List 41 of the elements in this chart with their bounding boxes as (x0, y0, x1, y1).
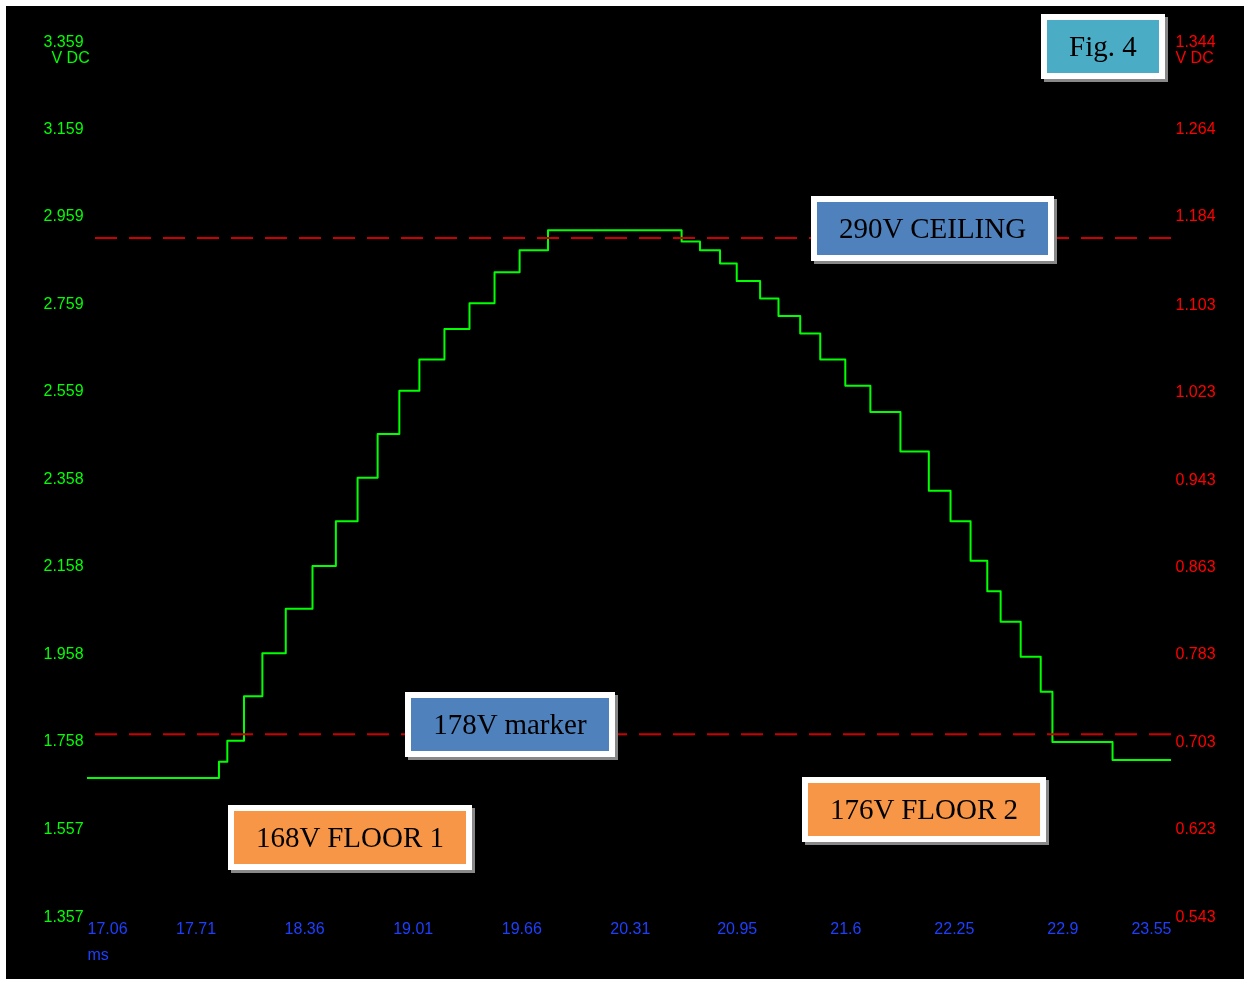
x-tick-label: 18.36 (284, 919, 325, 937)
x-tick-label: 17.71 (176, 919, 217, 937)
annotation: 168V FLOOR 1 (228, 805, 472, 870)
y-tick-label: 1.357 (43, 907, 84, 925)
annotation: Fig. 4 (1041, 14, 1165, 79)
x-tick-label: 20.95 (717, 919, 758, 937)
x-tick-label: 22.9 (1047, 919, 1079, 937)
y-tick-label: 1.958 (43, 644, 84, 662)
y2-tick-label: 0.703 (1175, 732, 1216, 750)
x-tick-label: 17.06 (87, 919, 128, 937)
y2-tick-label: 0.623 (1175, 820, 1216, 838)
y2-tick-label: 0.543 (1175, 907, 1216, 925)
y2-tick-label: 1.023 (1175, 383, 1216, 401)
y-axis-title: V DC (51, 48, 90, 66)
y-tick-label: 2.959 (43, 207, 84, 225)
ref-line-label: 290V CEILING (811, 195, 1055, 261)
x-tick-label: 20.31 (610, 919, 651, 937)
x-tick-label: 21.6 (830, 919, 862, 937)
ref-line-label: 178V marker (405, 691, 615, 757)
y-tick-label: 3.159 (43, 119, 84, 137)
y-tick-label: 2.158 (43, 557, 84, 575)
y2-tick-label: 0.783 (1175, 645, 1216, 663)
y-tick-label: 1.758 (43, 732, 84, 750)
y2-axis-title: V DC (1175, 48, 1214, 66)
y-tick-label: 2.759 (43, 294, 84, 312)
x-tick-label: 19.01 (393, 919, 434, 937)
x-tick-label: 22.25 (934, 919, 975, 937)
x-axis-title: ms (87, 945, 109, 963)
annotation: 176V FLOOR 2 (802, 777, 1046, 842)
x-tick-label: 23.55 (1131, 919, 1172, 937)
y-tick-label: 1.557 (43, 820, 84, 838)
y-tick-label: 3.359 (43, 32, 84, 50)
y2-tick-label: 1.103 (1175, 295, 1216, 313)
y2-tick-label: 0.943 (1175, 470, 1216, 488)
y2-tick-label: 1.344 (1175, 32, 1216, 50)
y2-tick-label: 0.863 (1175, 557, 1216, 575)
y2-tick-label: 1.264 (1175, 119, 1216, 137)
x-tick-label: 19.66 (501, 919, 542, 937)
y-tick-label: 2.358 (43, 470, 84, 487)
y2-tick-label: 1.184 (1175, 207, 1216, 225)
y-tick-label: 2.559 (43, 382, 84, 400)
